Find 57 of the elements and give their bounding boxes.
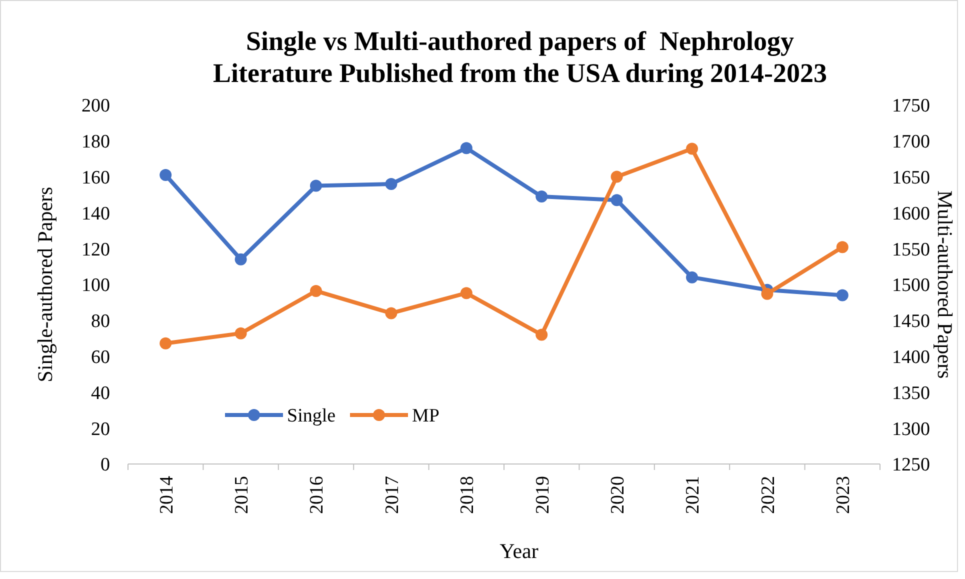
point xyxy=(310,180,322,192)
point xyxy=(385,178,398,190)
point xyxy=(160,337,172,350)
y-tick-label: 180 xyxy=(82,132,110,153)
point xyxy=(234,327,247,340)
y2-tick-label: 1450 xyxy=(892,311,930,332)
y2-tick-label: 1300 xyxy=(892,418,930,440)
y2-tick-label: 1350 xyxy=(892,382,930,404)
y-tick-label: 120 xyxy=(82,239,110,260)
y2-tick-label: 1650 xyxy=(892,167,930,188)
legend-label: MP xyxy=(412,406,440,427)
x-tick-label: 2020 xyxy=(607,476,628,514)
point xyxy=(310,284,322,297)
chart-title: Single vs Multi-authored papers of Nephrology Literature Published from the USA during 2014-2023 xyxy=(212,26,828,88)
point xyxy=(234,253,247,266)
point xyxy=(836,289,848,302)
point xyxy=(460,142,472,154)
y-tick-label: 60 xyxy=(91,346,110,368)
point xyxy=(536,190,548,203)
point xyxy=(610,194,623,206)
y2-tick-label: 1250 xyxy=(892,454,930,476)
point xyxy=(536,328,548,341)
point xyxy=(686,271,698,284)
y2-tick-label: 1400 xyxy=(892,346,930,368)
point xyxy=(160,169,172,182)
y2-axis-title: Multi-authored Papers xyxy=(933,190,957,379)
y2-tick-label: 1600 xyxy=(892,203,930,224)
point xyxy=(686,142,698,155)
y-tick-label: 160 xyxy=(82,167,110,188)
x-tick-label: 2017 xyxy=(382,476,403,514)
x-tick-label: 2018 xyxy=(457,476,478,514)
y2-tick-label: 1750 xyxy=(892,96,930,117)
y-tick-label: 100 xyxy=(82,275,110,296)
point xyxy=(610,170,623,183)
y-tick-label: 140 xyxy=(82,203,110,224)
point xyxy=(761,288,774,300)
x-tick-label: 2019 xyxy=(532,476,554,514)
point xyxy=(460,287,472,300)
x-axis-title: Year xyxy=(500,539,538,563)
x-tick-label: 2022 xyxy=(758,476,779,514)
point xyxy=(385,307,398,320)
point xyxy=(836,241,848,254)
y-tick-label: 40 xyxy=(91,382,110,404)
y-tick-label: 200 xyxy=(82,96,110,117)
x-tick-label: 2016 xyxy=(306,476,328,514)
x-tick-label: 2023 xyxy=(833,476,854,514)
y-tick-label: 20 xyxy=(91,418,110,440)
y-axis-title: Single-authored Papers xyxy=(33,186,57,382)
legend-label: Single xyxy=(287,406,336,427)
x-tick-label: 2015 xyxy=(231,476,252,514)
x-tick-label: 2014 xyxy=(156,476,178,514)
y-tick-label: 0 xyxy=(100,454,110,476)
y2-tick-label: 1700 xyxy=(892,132,930,153)
x-tick-label: 2021 xyxy=(682,476,704,514)
y-tick-label: 80 xyxy=(91,311,110,332)
y2-tick-label: 1500 xyxy=(892,275,930,296)
y2-tick-label: 1550 xyxy=(892,239,930,260)
